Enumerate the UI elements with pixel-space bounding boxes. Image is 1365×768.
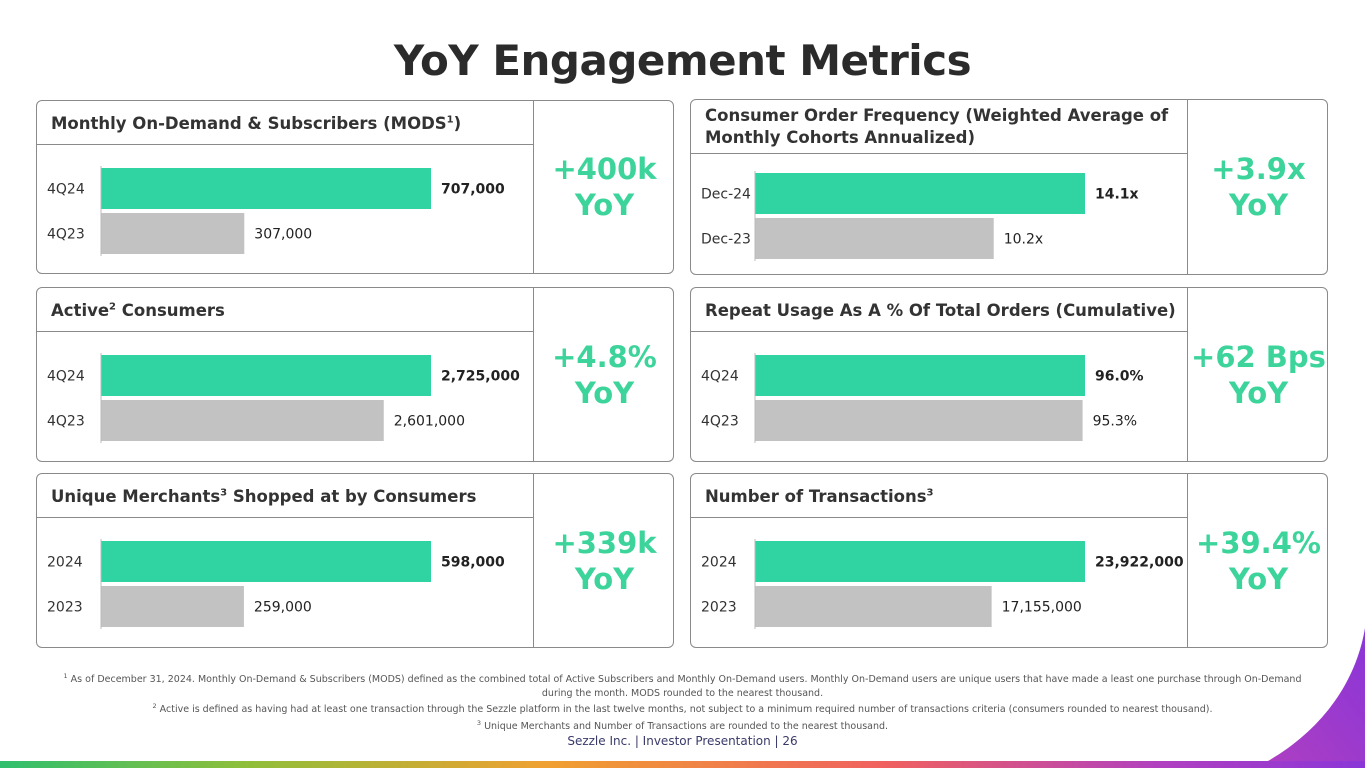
data-label: 307,000 — [254, 227, 312, 243]
category-label: 4Q23 — [47, 227, 85, 243]
category-label: 2024 — [47, 555, 83, 571]
panel-heading: Monthly On-Demand & Subscribers (MODS1) — [37, 101, 533, 145]
data-label: 23,922,000 — [1095, 555, 1184, 571]
category-label: 4Q24 — [701, 369, 739, 385]
bar-4q24 — [755, 355, 1085, 396]
chart-svg: Dec-24 14.1x Dec-23 10.2x — [701, 171, 1139, 261]
footnote-1: 1 As of December 31, 2024. Monthly On-De… — [63, 672, 1302, 699]
panel-heading: Active2 Consumers — [37, 288, 533, 332]
panel-heading: Repeat Usage As A % Of Total Orders (Cum… — [691, 288, 1187, 332]
brand-gradient-bar — [0, 761, 1365, 768]
category-label: Dec-24 — [701, 187, 751, 203]
bar-4q23 — [755, 400, 1083, 441]
panel-heading: Unique Merchants3 Shopped at by Consumer… — [37, 474, 533, 518]
panel-heading: Consumer Order Frequency (Weighted Avera… — [691, 100, 1187, 154]
kpi-value: +4.8% — [552, 339, 657, 374]
kpi-value: +3.9x — [1211, 152, 1306, 186]
bar-chart: 4Q24 707,000 4Q23 307,000 — [37, 145, 533, 273]
data-label: 14.1x — [1095, 187, 1139, 203]
bar-2023 — [755, 586, 992, 627]
category-label: 4Q23 — [701, 414, 739, 430]
bar-4q24 — [101, 168, 431, 209]
kpi-callout: +400k YoY — [533, 101, 673, 273]
bar-chart: 4Q24 2,725,000 4Q23 2,601,000 — [37, 332, 533, 460]
kpi-callout: +339k YoY — [533, 474, 673, 647]
panel-order-frequency: Consumer Order Frequency (Weighted Avera… — [690, 99, 1328, 275]
bar-4q23 — [101, 213, 245, 254]
category-label: 4Q24 — [47, 369, 85, 385]
data-label: 259,000 — [254, 600, 312, 616]
footnotes: 1 As of December 31, 2024. Monthly On-De… — [60, 670, 1305, 733]
kpi-callout: +39.4% YoY — [1187, 474, 1327, 647]
data-label: 2,725,000 — [441, 369, 520, 385]
bar-chart: 4Q24 96.0% 4Q23 95.3% — [691, 332, 1187, 460]
kpi-callout: +3.9x YoY — [1187, 100, 1327, 274]
data-label: 95.3% — [1093, 414, 1137, 430]
bar-dec-24 — [755, 173, 1085, 214]
panel-transactions: Number of Transactions3 2024 23,922,000 20… — [690, 473, 1328, 648]
footnote-2: 2 Active is defined as having had at lea… — [152, 702, 1213, 716]
panel-mods: Monthly On-Demand & Subscribers (MODS1) … — [36, 100, 674, 274]
bar-2024 — [755, 541, 1085, 582]
kpi-value: +400k — [552, 152, 657, 186]
data-label: 598,000 — [441, 555, 505, 571]
category-label: 2023 — [47, 600, 83, 616]
chart-svg: 4Q24 2,725,000 4Q23 2,601,000 — [47, 353, 520, 443]
kpi-value: +339k — [552, 525, 657, 560]
kpi-value: +62 Bps — [1191, 339, 1326, 374]
data-label: 96.0% — [1095, 369, 1144, 385]
panel-heading: Number of Transactions3 — [691, 474, 1187, 518]
bar-chart: 2024 598,000 2023 259,000 — [37, 518, 533, 646]
panel-unique-merchants: Unique Merchants3 Shopped at by Consumer… — [36, 473, 674, 648]
chart-svg: 2024 598,000 2023 259,000 — [47, 539, 505, 629]
category-label: 4Q24 — [47, 182, 85, 198]
panel-repeat-usage: Repeat Usage As A % Of Total Orders (Cum… — [690, 287, 1328, 462]
kpi-period: YoY — [1228, 188, 1289, 222]
bar-4q23 — [101, 400, 384, 441]
bar-4q24 — [101, 355, 431, 396]
chart-svg: 4Q24 96.0% 4Q23 95.3% — [701, 353, 1144, 443]
data-label: 2,601,000 — [394, 414, 465, 430]
category-label: Dec-23 — [701, 232, 751, 248]
footnote-3: 3 Unique Merchants and Number of Transac… — [476, 718, 889, 732]
kpi-callout: +62 Bps YoY — [1187, 288, 1327, 461]
kpi-period: YoY — [574, 188, 635, 222]
bar-dec-23 — [755, 218, 994, 259]
kpi-callout: +4.8% YoY — [533, 288, 673, 461]
kpi-period: YoY — [574, 375, 635, 410]
data-label: 707,000 — [441, 182, 505, 198]
page-title: YoY Engagement Metrics — [393, 36, 972, 85]
kpi-period: YoY — [574, 561, 635, 596]
kpi-period: YoY — [1228, 561, 1289, 596]
page-footer: Sezzle Inc. | Investor Presentation | 26 — [567, 734, 798, 748]
category-label: 2024 — [701, 555, 737, 571]
chart-svg: 2024 23,922,000 2023 17,155,000 — [701, 539, 1184, 629]
data-label: 10.2x — [1004, 232, 1043, 248]
panel-active-consumers: Active2 Consumers 4Q24 2,725,000 4Q23 2,601… — [36, 287, 674, 462]
category-label: 4Q23 — [47, 414, 85, 430]
bar-2024 — [101, 541, 431, 582]
bar-chart: 2024 23,922,000 2023 17,155,000 — [691, 518, 1187, 646]
kpi-value: +39.4% — [1196, 525, 1321, 560]
category-label: 2023 — [701, 600, 737, 616]
chart-svg: 4Q24 707,000 4Q23 307,000 — [47, 166, 505, 256]
bar-chart: Dec-24 14.1x Dec-23 10.2x — [691, 154, 1187, 274]
decorative-swoosh — [1255, 628, 1365, 768]
data-label: 17,155,000 — [1002, 600, 1082, 616]
bar-2023 — [101, 586, 244, 627]
kpi-period: YoY — [1228, 375, 1289, 410]
